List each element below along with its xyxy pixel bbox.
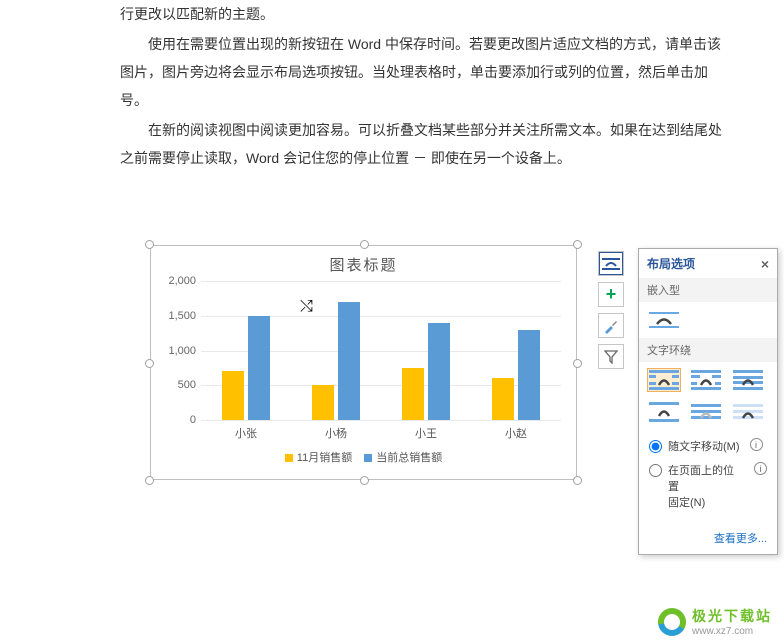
- para-trunc: 行更改以匹配新的主题。: [120, 0, 724, 28]
- section-inline-label: 嵌入型: [639, 278, 777, 302]
- wrap-option-3[interactable]: [647, 400, 681, 424]
- bar[interactable]: [222, 371, 244, 420]
- wrap-option-4[interactable]: [689, 400, 723, 424]
- resize-handle-w[interactable]: [145, 359, 154, 368]
- bar[interactable]: [428, 323, 450, 420]
- funnel-icon: [604, 350, 618, 364]
- resize-handle-se[interactable]: [573, 476, 582, 485]
- y-tick-label: 1,500: [161, 310, 196, 322]
- bar-group: [471, 281, 561, 420]
- chart-x-axis: 小张小杨小王小赵: [201, 421, 561, 441]
- wrap-option-0[interactable]: [647, 368, 681, 392]
- x-tick-label: 小王: [381, 421, 471, 441]
- see-more-link[interactable]: 查看更多...: [714, 533, 767, 545]
- radio-move-input[interactable]: [649, 440, 662, 453]
- inline-options-row: [639, 302, 777, 338]
- wrap-option-5[interactable]: [731, 400, 765, 424]
- resize-handle-e[interactable]: [573, 359, 582, 368]
- layout-options-icon: [602, 257, 620, 271]
- layout-options-panel: 布局选项 × 嵌入型 文字环绕 随文字移动(M) i 在页面上的位置 固定(N)…: [638, 248, 778, 555]
- watermark-logo: 极光下载站 www.xz7.com: [658, 606, 772, 637]
- chart-filter-button[interactable]: [598, 344, 624, 369]
- bar-group: [291, 281, 381, 420]
- resize-handle-sw[interactable]: [145, 476, 154, 485]
- bar[interactable]: [248, 316, 270, 420]
- see-more-row: 查看更多...: [639, 526, 777, 554]
- logo-swirl-icon: [658, 608, 686, 636]
- gridline: [201, 420, 561, 421]
- panel-header: 布局选项 ×: [639, 249, 777, 278]
- bar-group: [381, 281, 471, 420]
- bar-group: [201, 281, 291, 420]
- chart-add-element-button[interactable]: +: [598, 282, 624, 307]
- wrap-options-grid: [639, 362, 777, 430]
- radio-fix-l1: 在页面上的位置: [668, 465, 734, 493]
- bar[interactable]: [402, 368, 424, 420]
- info-icon[interactable]: i: [750, 438, 763, 451]
- x-tick-label: 小赵: [471, 421, 561, 441]
- logo-name: 极光下载站: [692, 606, 772, 626]
- panel-close-button[interactable]: ×: [761, 256, 769, 272]
- para-3: 在新的阅读视图中阅读更加容易。可以折叠文档某些部分并关注所需文本。如果在达到结尾…: [120, 116, 724, 172]
- legend-item[interactable]: 11月销售额: [285, 449, 352, 465]
- document-body: 行更改以匹配新的主题。 使用在需要位置出现的新按钮在 Word 中保存时间。若要…: [0, 0, 784, 172]
- chart-side-buttons: +: [598, 251, 624, 375]
- y-tick-label: 500: [161, 379, 196, 391]
- y-tick-label: 0: [161, 414, 196, 426]
- chart-styles-button[interactable]: [598, 313, 624, 338]
- legend-item[interactable]: 当前总销售额: [364, 449, 442, 465]
- chart-title: 图表标题: [161, 254, 566, 275]
- x-tick-label: 小张: [201, 421, 291, 441]
- x-tick-label: 小杨: [291, 421, 381, 441]
- plus-icon: +: [606, 284, 617, 305]
- y-tick-label: 1,000: [161, 345, 196, 357]
- chart-frame: 图表标题 05001,0001,5002,000 小张小杨小王小赵 11月销售额…: [150, 245, 577, 480]
- legend-swatch: [285, 454, 293, 462]
- wrap-option-1[interactable]: [689, 368, 723, 392]
- info-icon[interactable]: i: [754, 462, 767, 475]
- layout-options-button[interactable]: [598, 251, 624, 276]
- bar[interactable]: [312, 385, 334, 420]
- resize-handle-n[interactable]: [360, 240, 369, 249]
- radio-fix-label: 在页面上的位置 固定(N): [668, 462, 744, 510]
- wrap-icon: [691, 402, 721, 422]
- wrap-icon: [649, 402, 679, 422]
- inline-option[interactable]: [647, 308, 681, 332]
- chart-plot-area: 05001,0001,5002,000: [201, 281, 561, 421]
- legend-swatch: [364, 454, 372, 462]
- bar[interactable]: [518, 330, 540, 420]
- y-tick-label: 2,000: [161, 275, 196, 287]
- brush-icon: [603, 318, 619, 334]
- logo-text: 极光下载站 www.xz7.com: [692, 606, 772, 637]
- bar[interactable]: [338, 302, 360, 420]
- bar[interactable]: [492, 378, 514, 420]
- panel-title: 布局选项: [647, 255, 695, 272]
- wrap-icon: [649, 370, 679, 390]
- radio-fix-l2: 固定(N): [668, 497, 705, 509]
- chart-legend: 11月销售额当前总销售额: [161, 449, 566, 465]
- radio-fix-input[interactable]: [649, 464, 662, 477]
- wrap-option-2[interactable]: [731, 368, 765, 392]
- resize-handle-s[interactable]: [360, 476, 369, 485]
- radio-move-label: 随文字移动(M): [668, 438, 740, 454]
- radio-move-with-text[interactable]: 随文字移动(M) i: [649, 438, 767, 454]
- wrap-icon: [733, 402, 763, 422]
- radio-fix-on-page[interactable]: 在页面上的位置 固定(N) i: [649, 462, 767, 510]
- wrap-icon: [691, 370, 721, 390]
- chart-object[interactable]: 图表标题 05001,0001,5002,000 小张小杨小王小赵 11月销售额…: [150, 245, 577, 480]
- resize-handle-ne[interactable]: [573, 240, 582, 249]
- wrap-icon: [733, 370, 763, 390]
- section-wrap-label: 文字环绕: [639, 338, 777, 362]
- para-2: 使用在需要位置出现的新按钮在 Word 中保存时间。若要更改图片适应文档的方式，…: [120, 30, 724, 114]
- logo-url: www.xz7.com: [692, 626, 772, 637]
- resize-handle-nw[interactable]: [145, 240, 154, 249]
- panel-radios: 随文字移动(M) i 在页面上的位置 固定(N) i: [639, 430, 777, 526]
